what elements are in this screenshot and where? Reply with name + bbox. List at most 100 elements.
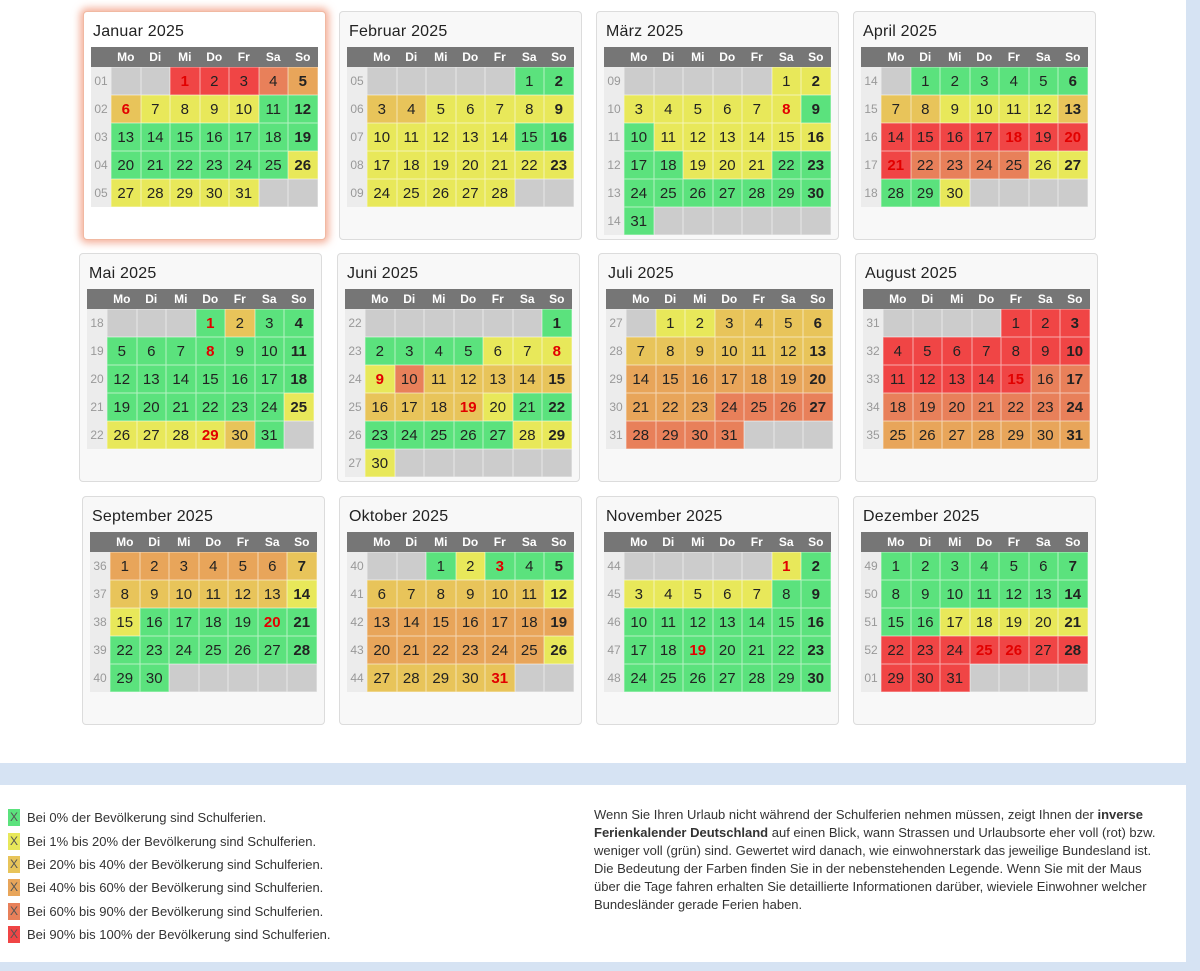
day-cell[interactable]: 6: [1028, 552, 1058, 580]
day-cell[interactable]: 11: [396, 123, 426, 151]
day-cell[interactable]: 12: [544, 580, 574, 608]
day-cell[interactable]: 14: [396, 608, 426, 636]
day-cell[interactable]: 16: [1030, 365, 1060, 393]
day-cell[interactable]: 11: [198, 580, 228, 608]
day-cell[interactable]: 11: [883, 365, 913, 393]
day-cell[interactable]: 5: [228, 552, 258, 580]
day-cell[interactable]: 5: [1028, 67, 1058, 95]
day-cell[interactable]: 4: [883, 337, 913, 365]
day-cell[interactable]: 11: [744, 337, 774, 365]
day-cell[interactable]: 26: [426, 179, 456, 207]
day-cell[interactable]: 28: [512, 421, 542, 449]
day-cell[interactable]: 8: [514, 95, 544, 123]
day-cell[interactable]: 15: [426, 608, 456, 636]
day-cell[interactable]: 14: [881, 123, 911, 151]
day-cell[interactable]: 26: [999, 636, 1029, 664]
day-cell[interactable]: 7: [396, 580, 426, 608]
day-cell[interactable]: 13: [483, 365, 513, 393]
day-cell[interactable]: 14: [485, 123, 515, 151]
day-cell[interactable]: 23: [801, 151, 831, 179]
day-cell[interactable]: 26: [544, 636, 574, 664]
day-cell[interactable]: 24: [254, 393, 284, 421]
day-cell[interactable]: 26: [683, 664, 713, 692]
day-cell[interactable]: 2: [455, 552, 485, 580]
day-cell[interactable]: 28: [287, 636, 317, 664]
day-cell[interactable]: 1: [195, 309, 225, 337]
day-cell[interactable]: 2: [1030, 309, 1060, 337]
day-cell[interactable]: 15: [910, 123, 940, 151]
day-cell[interactable]: 22: [655, 393, 685, 421]
day-cell[interactable]: 8: [1001, 337, 1031, 365]
day-cell[interactable]: 28: [626, 421, 656, 449]
day-cell[interactable]: 12: [1028, 95, 1058, 123]
day-cell[interactable]: 23: [685, 393, 715, 421]
day-cell[interactable]: 25: [969, 636, 999, 664]
day-cell[interactable]: 5: [912, 337, 942, 365]
day-cell[interactable]: 15: [195, 365, 225, 393]
day-cell[interactable]: 27: [257, 636, 287, 664]
day-cell[interactable]: 16: [455, 608, 485, 636]
day-cell[interactable]: 11: [653, 123, 683, 151]
day-cell[interactable]: 24: [624, 179, 654, 207]
day-cell[interactable]: 23: [801, 636, 831, 664]
day-cell[interactable]: 2: [940, 67, 970, 95]
day-cell[interactable]: 29: [542, 421, 572, 449]
day-cell[interactable]: 4: [514, 552, 544, 580]
day-cell[interactable]: 15: [110, 608, 140, 636]
day-cell[interactable]: 10: [229, 95, 259, 123]
day-cell[interactable]: 28: [742, 179, 772, 207]
day-cell[interactable]: 3: [367, 95, 397, 123]
day-cell[interactable]: 5: [773, 309, 803, 337]
day-cell[interactable]: 13: [367, 608, 397, 636]
day-cell[interactable]: 20: [803, 365, 833, 393]
day-cell[interactable]: 23: [910, 636, 940, 664]
day-cell[interactable]: 11: [284, 337, 314, 365]
day-cell[interactable]: 22: [426, 636, 456, 664]
day-cell[interactable]: 12: [288, 95, 318, 123]
day-cell[interactable]: 22: [542, 393, 572, 421]
day-cell[interactable]: 15: [542, 365, 572, 393]
day-cell[interactable]: 21: [485, 151, 515, 179]
day-cell[interactable]: 6: [455, 95, 485, 123]
day-cell[interactable]: 21: [166, 393, 196, 421]
day-cell[interactable]: 19: [544, 608, 574, 636]
day-cell[interactable]: 19: [773, 365, 803, 393]
day-cell[interactable]: 5: [107, 337, 137, 365]
day-cell[interactable]: 13: [257, 580, 287, 608]
day-cell[interactable]: 17: [169, 608, 199, 636]
day-cell[interactable]: 6: [942, 337, 972, 365]
day-cell[interactable]: 7: [1058, 552, 1088, 580]
day-cell[interactable]: 9: [1030, 337, 1060, 365]
day-cell[interactable]: 3: [394, 337, 424, 365]
day-cell[interactable]: 18: [258, 123, 288, 151]
day-cell[interactable]: 24: [969, 151, 999, 179]
day-cell[interactable]: 27: [1028, 636, 1058, 664]
day-cell[interactable]: 1: [910, 67, 940, 95]
day-cell[interactable]: 26: [107, 421, 137, 449]
day-cell[interactable]: 28: [971, 421, 1001, 449]
day-cell[interactable]: 8: [881, 580, 911, 608]
day-cell[interactable]: 28: [140, 179, 170, 207]
day-cell[interactable]: 23: [139, 636, 169, 664]
day-cell[interactable]: 15: [881, 608, 911, 636]
day-cell[interactable]: 30: [455, 664, 485, 692]
day-cell[interactable]: 31: [254, 421, 284, 449]
day-cell[interactable]: 30: [801, 664, 831, 692]
day-cell[interactable]: 25: [999, 151, 1029, 179]
day-cell[interactable]: 21: [742, 151, 772, 179]
day-cell[interactable]: 19: [426, 151, 456, 179]
day-cell[interactable]: 18: [969, 608, 999, 636]
day-cell[interactable]: 15: [514, 123, 544, 151]
day-cell[interactable]: 6: [483, 337, 513, 365]
day-cell[interactable]: 8: [195, 337, 225, 365]
day-cell[interactable]: 20: [1028, 608, 1058, 636]
day-cell[interactable]: 11: [424, 365, 454, 393]
day-cell[interactable]: 21: [287, 608, 317, 636]
day-cell[interactable]: 13: [455, 123, 485, 151]
day-cell[interactable]: 29: [195, 421, 225, 449]
day-cell[interactable]: 2: [801, 552, 831, 580]
day-cell[interactable]: 23: [544, 151, 574, 179]
day-cell[interactable]: 6: [712, 95, 742, 123]
day-cell[interactable]: 5: [999, 552, 1029, 580]
day-cell[interactable]: 16: [544, 123, 574, 151]
